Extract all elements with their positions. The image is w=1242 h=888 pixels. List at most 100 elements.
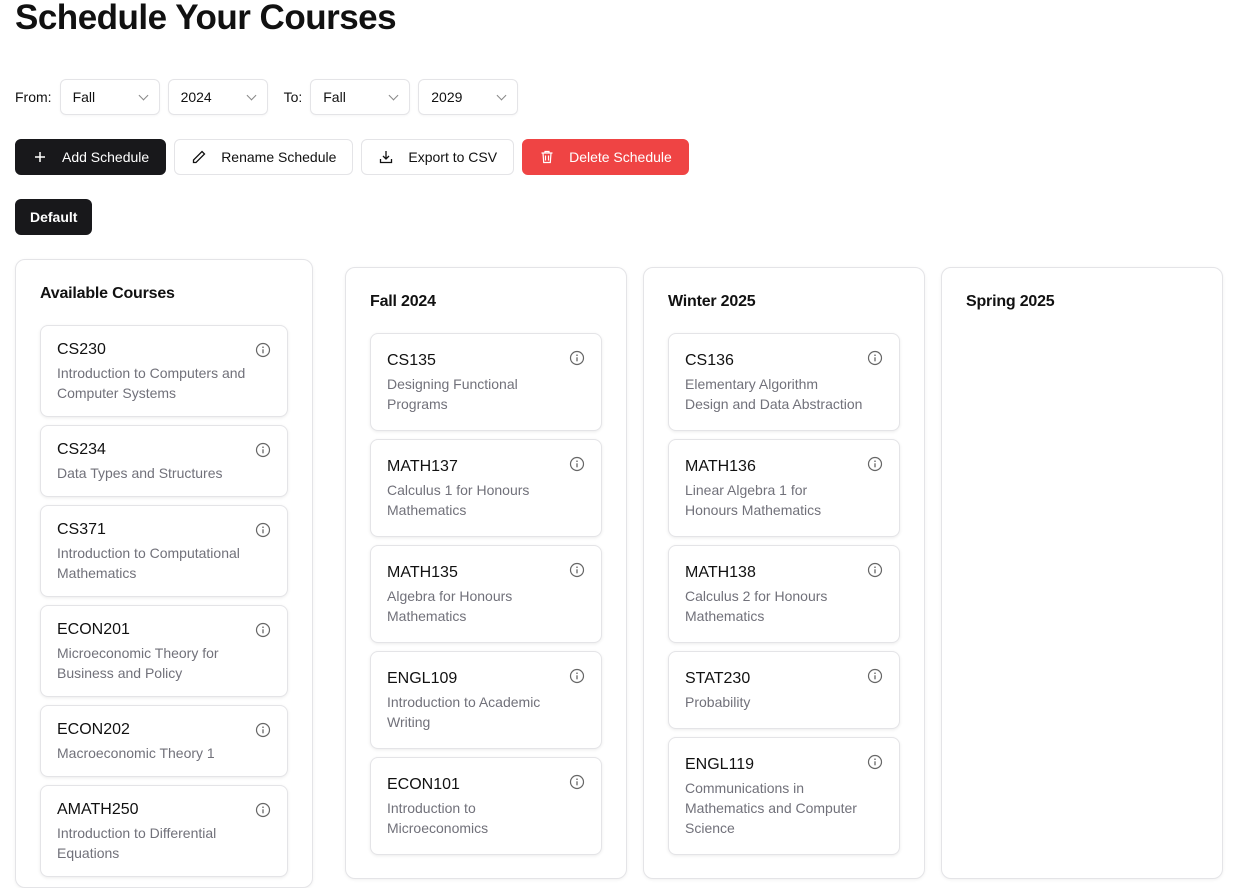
to-term-select[interactable]: Fall xyxy=(310,79,411,115)
course-card[interactable]: CS234 Data Types and Structures xyxy=(40,425,288,497)
term-title: Winter 2025 xyxy=(668,293,756,310)
info-icon[interactable] xyxy=(867,668,883,684)
course-name: Microeconomic Theory for Business and Po… xyxy=(57,645,219,681)
chevron-down-icon xyxy=(496,90,507,100)
info-icon[interactable] xyxy=(569,456,585,472)
delete-schedule-button[interactable]: Delete Schedule xyxy=(522,139,689,175)
course-code: AMATH250 xyxy=(57,801,139,818)
course-code: STAT230 xyxy=(685,670,751,687)
info-icon[interactable] xyxy=(569,774,585,790)
course-card[interactable]: CS135 Designing Functional Programs xyxy=(370,333,602,431)
course-code: ECON202 xyxy=(57,721,130,738)
course-name: Introduction to Differential Equations xyxy=(57,825,217,861)
pencil-icon xyxy=(193,150,206,164)
add-schedule-label: Add Schedule xyxy=(62,149,150,165)
term-panel-winter-2025: Winter 2025 CS136 Elementary Algorithm D… xyxy=(643,267,925,879)
trash-icon xyxy=(541,150,553,164)
from-year-select[interactable]: 2024 xyxy=(167,79,268,115)
course-name: Algebra for Honours Mathematics xyxy=(387,588,513,624)
course-name: Elementary Algorithm Design and Data Abs… xyxy=(685,376,863,412)
delete-schedule-label: Delete Schedule xyxy=(569,149,672,165)
info-icon[interactable] xyxy=(569,668,585,684)
from-term-value: Fall xyxy=(72,89,96,105)
course-name: Probability xyxy=(685,694,751,710)
course-code: ECON101 xyxy=(387,776,460,793)
course-card[interactable]: ENGL109 Introduction to Academic Writing xyxy=(370,651,602,749)
course-card[interactable]: STAT230 Probability xyxy=(668,651,900,729)
info-icon[interactable] xyxy=(867,562,883,578)
course-code: CS371 xyxy=(57,521,106,538)
course-code: ENGL119 xyxy=(685,756,755,773)
course-card[interactable]: MATH138 Calculus 2 for Honours Mathemati… xyxy=(668,545,900,643)
course-card[interactable]: ECON101 Introduction to Microeconomics xyxy=(370,757,602,855)
chevron-down-icon xyxy=(388,90,399,100)
course-code: CS136 xyxy=(685,352,734,369)
info-icon[interactable] xyxy=(255,342,271,358)
course-name: Communications in Mathematics and Comput… xyxy=(685,780,857,836)
course-card[interactable]: CS136 Elementary Algorithm Design and Da… xyxy=(668,333,900,431)
info-icon[interactable] xyxy=(255,442,271,458)
course-code: ECON201 xyxy=(57,621,130,638)
term-range: From: Fall 2024 To: Fall 2029 xyxy=(15,79,519,115)
chevron-down-icon xyxy=(138,90,149,100)
course-code: MATH138 xyxy=(685,564,756,581)
to-year-value: 2029 xyxy=(431,89,463,105)
from-label: From: xyxy=(15,89,52,105)
course-card[interactable]: CS230 Introduction to Computers and Comp… xyxy=(40,325,288,417)
course-card[interactable]: ENGL119 Communications in Mathematics an… xyxy=(668,737,900,855)
course-card[interactable]: ECON201 Microeconomic Theory for Busines… xyxy=(40,605,288,697)
term-title: Spring 2025 xyxy=(966,293,1055,310)
course-name: Calculus 2 for Honours Mathematics xyxy=(685,588,828,624)
term-panel-fall-2024: Fall 2024 CS135 Designing Functional Pro… xyxy=(345,267,627,879)
course-card[interactable]: MATH135 Algebra for Honours Mathematics xyxy=(370,545,602,643)
from-term-select[interactable]: Fall xyxy=(59,79,160,115)
plus-icon xyxy=(35,152,45,162)
schedule-tab-default[interactable]: Default xyxy=(15,199,93,235)
course-code: CS230 xyxy=(57,341,106,358)
term-panel-spring-2025: Spring 2025 xyxy=(941,267,1223,879)
course-code: MATH137 xyxy=(387,458,458,475)
info-icon[interactable] xyxy=(255,622,271,638)
from-year-value: 2024 xyxy=(180,89,212,105)
course-name: Data Types and Structures xyxy=(57,465,223,481)
chevron-down-icon xyxy=(246,90,257,100)
course-name: Introduction to Computational Mathematic… xyxy=(57,545,240,581)
course-name: Introduction to Microeconomics xyxy=(387,800,489,836)
course-name: Linear Algebra 1 for Honours Mathematics xyxy=(685,482,822,518)
info-icon[interactable] xyxy=(867,754,883,770)
course-code: CS234 xyxy=(57,441,106,458)
page-title: Schedule Your Courses xyxy=(15,0,397,37)
rename-schedule-button[interactable]: Rename Schedule xyxy=(174,139,354,175)
download-icon xyxy=(380,151,393,164)
info-icon[interactable] xyxy=(867,350,883,366)
available-courses-panel: Available Courses CS230 Introduction to … xyxy=(15,259,313,888)
rename-schedule-label: Rename Schedule xyxy=(221,149,337,165)
info-icon[interactable] xyxy=(255,522,271,538)
course-card[interactable]: CS371 Introduction to Computational Math… xyxy=(40,505,288,597)
info-icon[interactable] xyxy=(255,722,271,738)
to-term-value: Fall xyxy=(323,89,346,105)
course-code: ENGL109 xyxy=(387,670,458,687)
course-name: Macroeconomic Theory 1 xyxy=(57,745,215,761)
course-card[interactable]: MATH136 Linear Algebra 1 for Honours Mat… xyxy=(668,439,900,537)
term-title: Fall 2024 xyxy=(370,293,436,310)
toolbar: Add Schedule Rename Schedule Export to C… xyxy=(15,139,689,175)
panel-title: Available Courses xyxy=(40,285,175,302)
export-csv-label: Export to CSV xyxy=(408,149,498,165)
info-icon[interactable] xyxy=(867,456,883,472)
course-code: MATH136 xyxy=(685,458,756,475)
to-year-select[interactable]: 2029 xyxy=(418,79,519,115)
add-schedule-button[interactable]: Add Schedule xyxy=(15,139,167,175)
course-card[interactable]: MATH137 Calculus 1 for Honours Mathemati… xyxy=(370,439,602,537)
course-name: Introduction to Computers and Computer S… xyxy=(57,365,246,401)
course-code: MATH135 xyxy=(387,564,458,581)
course-card[interactable]: AMATH250 Introduction to Differential Eq… xyxy=(40,785,288,877)
course-name: Introduction to Academic Writing xyxy=(387,694,541,730)
info-icon[interactable] xyxy=(569,562,585,578)
info-icon[interactable] xyxy=(569,350,585,366)
course-code: CS135 xyxy=(387,352,436,369)
course-name: Designing Functional Programs xyxy=(387,376,518,412)
info-icon[interactable] xyxy=(255,802,271,818)
course-card[interactable]: ECON202 Macroeconomic Theory 1 xyxy=(40,705,288,777)
export-csv-button[interactable]: Export to CSV xyxy=(361,139,515,175)
